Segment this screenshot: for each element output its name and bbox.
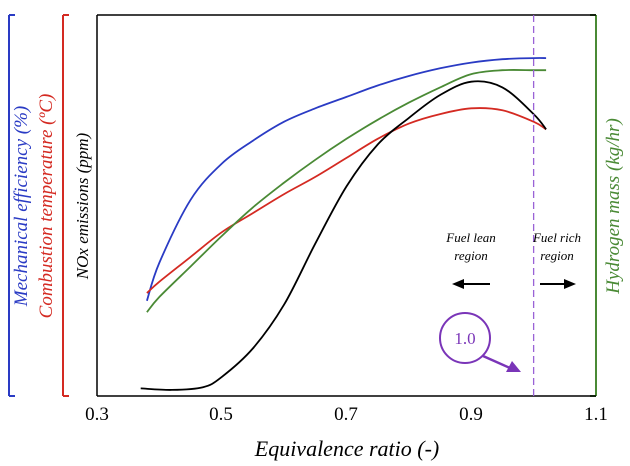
series-line-hydrogen-mass — [146, 69, 547, 313]
right-arrow-head — [564, 279, 576, 289]
x-tick-label: 0.9 — [459, 404, 483, 425]
fuel-rich-label: Fuel rich — [532, 230, 581, 245]
combustion-temperature-axis-title: Combustion temperature (ºC) — [36, 94, 57, 319]
callout-value: 1.0 — [454, 329, 475, 348]
callout-circle — [439, 312, 491, 364]
hydrogen-mass-axis-title: Hydrogen mass (kg/hr) — [603, 118, 624, 295]
x-tick-label: 1.1 — [584, 404, 608, 425]
left-arrow-head — [452, 279, 464, 289]
nox-emissions-axis-title: NOx emissions (ppm) — [73, 132, 92, 280]
x-tick-label: 0.7 — [334, 404, 358, 425]
x-tick-label: 0.3 — [85, 404, 109, 425]
callout-pointer-head — [506, 361, 521, 372]
fuel-lean-label: region — [454, 248, 487, 263]
fuel-lean-label: Fuel lean — [445, 230, 495, 245]
callout-pointer-line — [482, 354, 511, 370]
fuel-rich-label: region — [540, 248, 573, 263]
x-axis-title: Equivalence ratio (-) — [254, 436, 440, 461]
mechanical-efficiency-axis-title: Mechanical efficiency (%) — [11, 106, 32, 307]
x-tick-label: 0.5 — [209, 404, 233, 425]
series-line-combustion-temperature — [146, 107, 547, 294]
series-line-mechanical-efficiency — [146, 57, 547, 302]
series-line-nox-emissions — [140, 80, 547, 391]
